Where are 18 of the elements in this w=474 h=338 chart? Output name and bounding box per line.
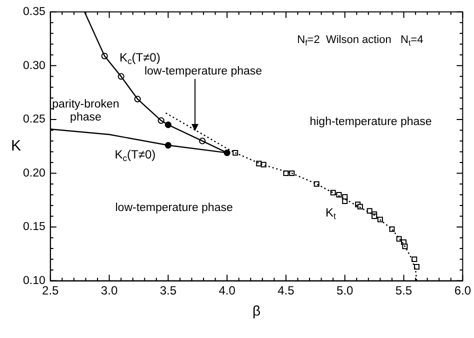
y-tick-label: 0.15 [22,221,46,234]
y-tick-label: 0.25 [22,114,46,126]
annotation: high-temperature phase [310,116,432,128]
x-tick-label: 6.0 [454,283,472,298]
x-tick-label: 3.0 [100,283,118,298]
y-tick-label: 0.30 [22,60,46,72]
x-tick-label: 5.0 [336,283,354,298]
y-tick-label: 0.35 [22,6,46,18]
annotation: parity-broken phase [52,98,120,124]
x-tick-label: 4.5 [278,283,295,298]
y-axis-title: K [11,137,22,154]
x-axis-title: β [252,302,261,318]
annotation: low-temperature phase [115,202,233,214]
annotation: low-temperature phase [144,65,262,78]
y-tick-label: 0.20 [22,167,46,180]
x-tick-label: 5.5 [395,283,412,298]
x-tick-label: 4.0 [218,283,236,298]
x-tick-label: 3.5 [160,283,177,298]
